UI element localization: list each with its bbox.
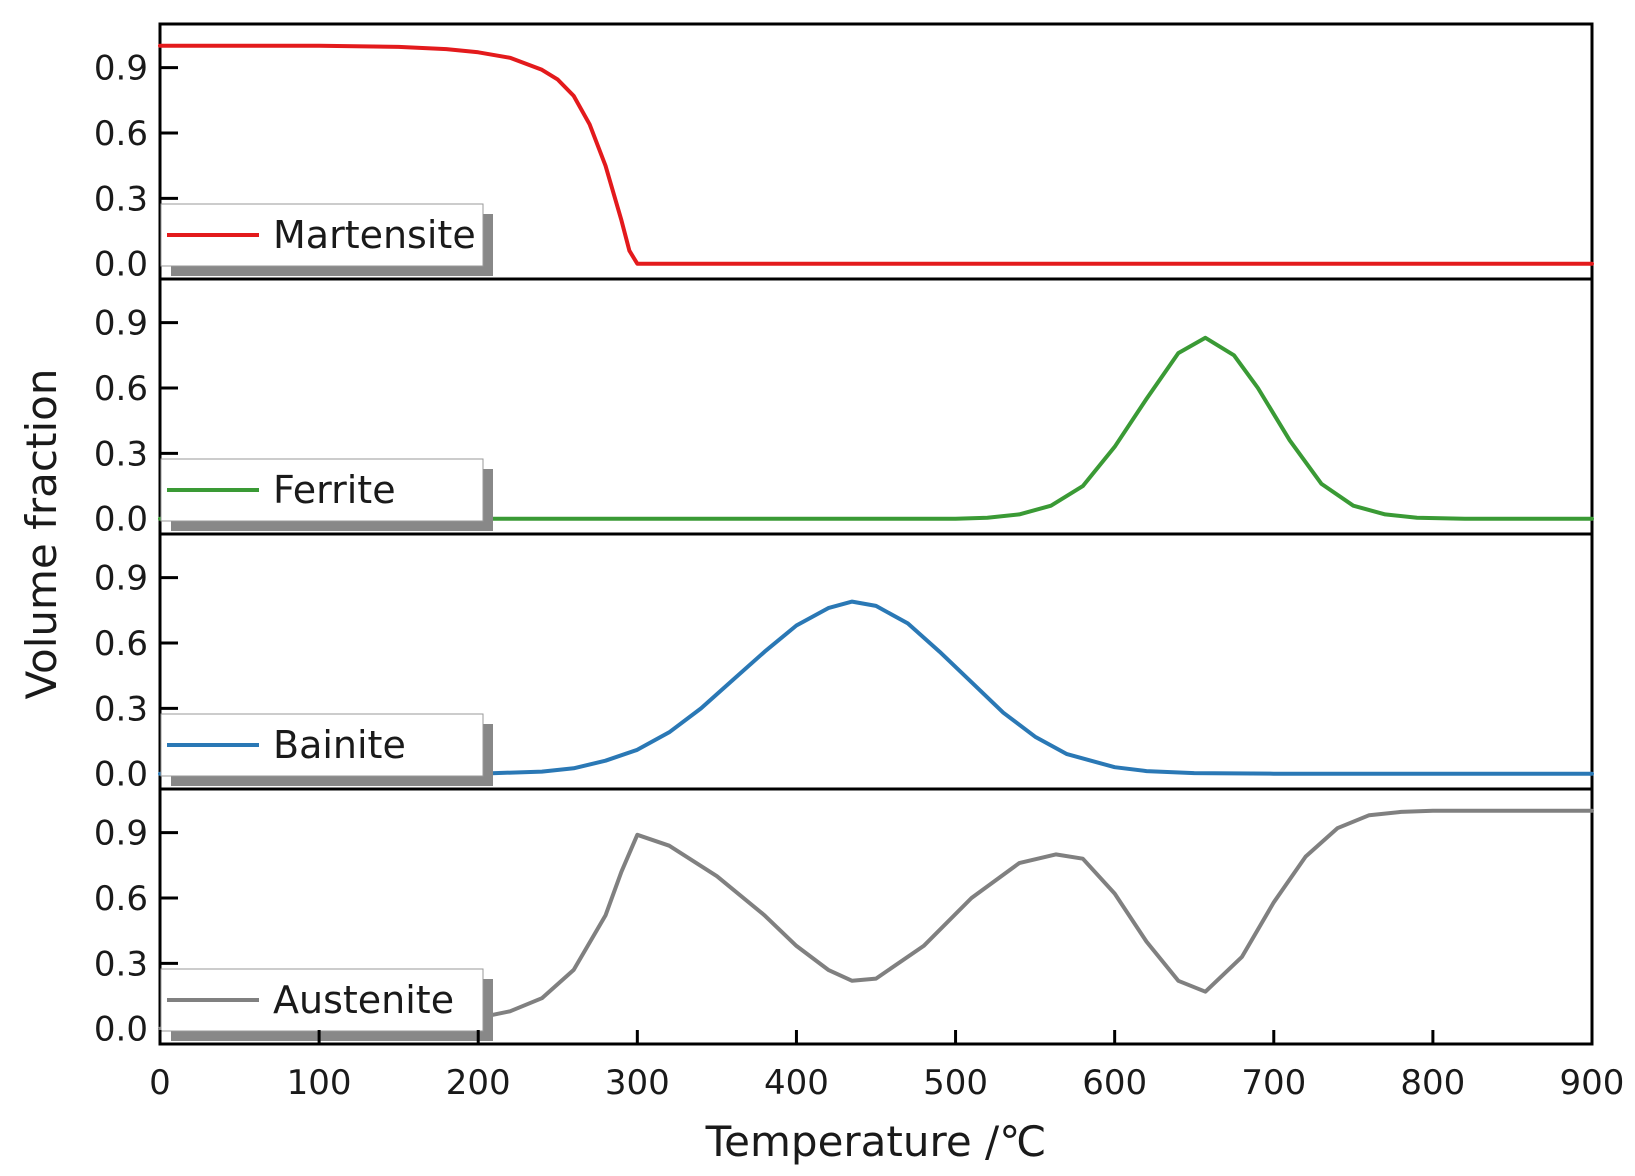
series-line-bainite [158,599,1594,776]
x-tick-label: 400 [764,1063,829,1103]
legend-label: Bainite [273,723,406,767]
y-tick-label: 0.3 [94,179,148,219]
series-line-ferrite [158,335,1594,521]
y-tick-label: 0.0 [94,755,148,795]
series-line-martensite [158,43,1594,266]
y-tick-label: 0.9 [94,814,148,854]
y-tick-label: 0.9 [94,49,148,89]
x-tick-label: 100 [287,1063,352,1103]
x-axis-title: Temperature /℃ [705,1117,1047,1166]
panel-martensite: 0.0 0.3 0.6 0.9 Martensite [94,22,1594,285]
y-tick-label: 0.9 [94,304,148,344]
y-tick-label: 0.6 [94,369,148,409]
y-tick-label: 0.6 [94,114,148,154]
y-axis-title: Volume fraction [17,369,66,700]
y-tick-label: 0.6 [94,879,148,919]
legend-label: Ferrite [273,468,396,512]
series-line-austenite [158,808,1594,1031]
y-tick-label: 0.0 [94,1010,148,1050]
y-tick-label: 0.3 [94,689,148,729]
panel-bainite: 0.0 0.3 0.6 0.9 Bainite [94,532,1594,795]
x-tick-label: 900 [1560,1063,1625,1103]
x-tick-label: 800 [1400,1063,1465,1103]
panel-frame [158,787,1594,1046]
y-tick-label: 0.3 [94,944,148,984]
x-tick-label: 700 [1241,1063,1306,1103]
y-tick-label: 0.6 [94,624,148,664]
x-tick-label: 300 [605,1063,670,1103]
legend-label: Austenite [273,978,454,1022]
legend-label: Martensite [273,213,476,257]
y-tick-label: 0.9 [94,559,148,599]
panel-austenite: 0.0 0.3 0.6 0.9 Austenite [94,787,1594,1050]
y-tick-label: 0.0 [94,245,148,285]
x-tick-label: 500 [923,1063,988,1103]
y-tick-label: 0.3 [94,434,148,474]
panel-ferrite: 0.0 0.3 0.6 0.9 Ferrite [94,277,1594,540]
y-tick-label: 0.0 [94,500,148,540]
x-tick-label: 0 [149,1063,171,1103]
x-tick-label: 600 [1082,1063,1147,1103]
x-tick-label: 200 [446,1063,511,1103]
